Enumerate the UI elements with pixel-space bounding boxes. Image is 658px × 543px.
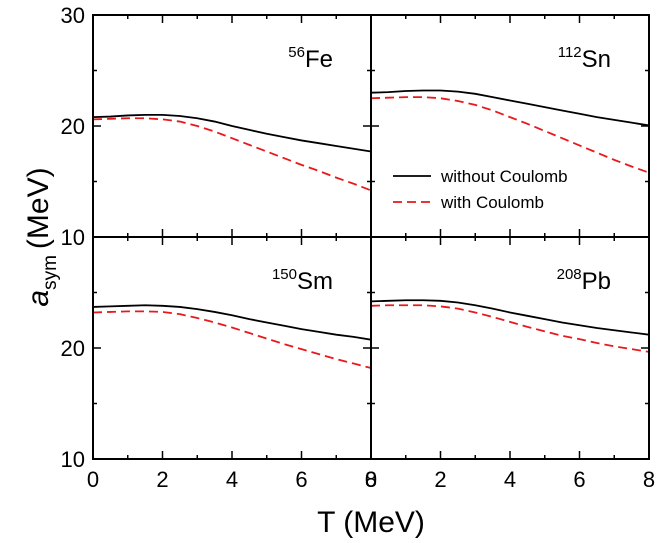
- x-axis-label: T (MeV): [317, 506, 425, 539]
- y-tick-label: 10: [61, 225, 85, 250]
- x-tick-label: 6: [295, 467, 307, 492]
- x-tick-label: 2: [434, 467, 446, 492]
- series-line-with-coulomb: [371, 304, 649, 353]
- legend-label: without Coulomb: [440, 167, 568, 186]
- y-tick-label: 10: [61, 447, 85, 472]
- panel-fe: 56Fe: [92, 14, 372, 238]
- panel-label-element: Sm: [297, 268, 333, 295]
- series-line-with-coulomb: [93, 117, 371, 192]
- series-line-without-coulomb: [371, 89, 649, 127]
- y-axis-label-unit: (MeV): [22, 167, 55, 249]
- x-tick-label: 2: [156, 467, 168, 492]
- legend: without Coulomb with Coulomb: [393, 167, 568, 212]
- panel-sm: 150Sm: [92, 236, 372, 460]
- y-tick-label: 30: [61, 3, 85, 28]
- series-line-without-coulomb: [93, 114, 371, 153]
- panel-pb: 208Pb: [370, 236, 650, 460]
- panel-label-element: Sn: [582, 46, 611, 73]
- x-tick-label: 4: [226, 467, 238, 492]
- y-axis-label: asym (MeV): [22, 167, 61, 306]
- legend-label: with Coulomb: [440, 193, 544, 212]
- series-line-without-coulomb: [93, 304, 371, 341]
- panel-label-mass: 56: [288, 44, 305, 61]
- panel-label-sn: 112Sn: [558, 44, 611, 73]
- series-line-without-coulomb: [371, 299, 649, 336]
- y-tick-label: 20: [61, 336, 85, 361]
- x-tick-label: 0: [87, 467, 99, 492]
- svg-text:asym(MeV): asym (MeV): [22, 167, 61, 306]
- panel-label-mass: 112: [558, 44, 582, 61]
- panel-label-mass: 150: [272, 266, 297, 283]
- x-tick-label: 8: [643, 467, 655, 492]
- y-axis-label-sub: sym: [40, 255, 61, 290]
- x-tick-label: 6: [573, 467, 585, 492]
- panel-label-fe: 56Fe: [288, 44, 333, 73]
- x-tick-label: 0: [365, 467, 377, 492]
- panel-label-element: Fe: [305, 46, 333, 73]
- y-tick-label: 20: [61, 114, 85, 139]
- x-tick-label: 4: [504, 467, 516, 492]
- panel-label-pb: 208Pb: [557, 266, 611, 295]
- series-line-with-coulomb: [93, 310, 371, 369]
- panel-label-mass: 208: [557, 266, 582, 283]
- panel-label-element: Pb: [582, 268, 611, 295]
- panel-label-sm: 150Sm: [272, 266, 333, 295]
- y-axis-label-main: a: [22, 290, 55, 307]
- x-tick-label: 8: [365, 467, 377, 492]
- series-line-with-coulomb: [371, 96, 649, 174]
